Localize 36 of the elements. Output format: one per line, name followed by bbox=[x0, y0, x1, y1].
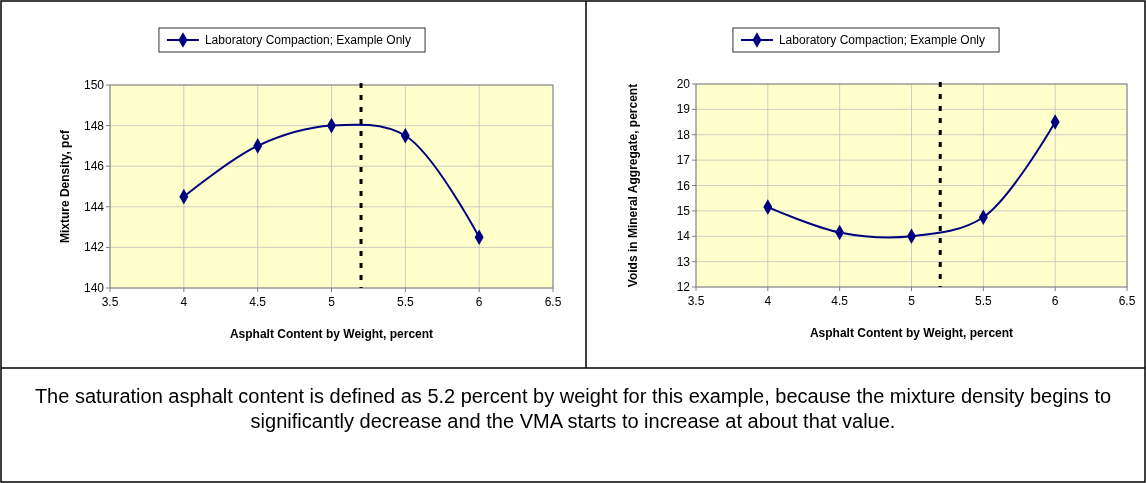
x-tick-label: 6 bbox=[475, 295, 483, 309]
y-axis-title: Mixture Density, pcf bbox=[58, 128, 72, 244]
x-tick-label: 6.5 bbox=[544, 295, 562, 309]
x-tick-label: 3.5 bbox=[687, 294, 705, 308]
y-tick-label: 13 bbox=[676, 254, 691, 269]
x-tick-label: 5 bbox=[328, 295, 336, 309]
legend-label: Laboratory Compaction; Example Only bbox=[204, 33, 412, 47]
y-tick-label: 20 bbox=[676, 77, 691, 91]
y-tick-label: 19 bbox=[676, 102, 691, 117]
text: The saturation asphalt content is defined as 5.2 percent by weight for this example, because the mixture density begins to significantly decrease and the VMA starts to increase at about that value. bbox=[34, 385, 1112, 432]
x-tick-label: 5.5 bbox=[974, 294, 992, 308]
y-tick-label: 14 bbox=[676, 229, 691, 244]
y-tick-label: 15 bbox=[676, 203, 691, 218]
legend-label: Laboratory Compaction; Example Only bbox=[778, 33, 986, 47]
x-tick-label: 6.5 bbox=[1118, 294, 1136, 308]
y-tick-label: 142 bbox=[83, 240, 105, 255]
y-tick-label: 12 bbox=[676, 280, 691, 294]
y-tick-label: 16 bbox=[676, 178, 691, 193]
x-tick-label: 4 bbox=[180, 295, 188, 309]
x-tick-label: 4.5 bbox=[249, 295, 267, 309]
x-tick-label: 6 bbox=[1051, 294, 1059, 308]
y-axis-title: Voids in Mineral Aggregate, percent bbox=[626, 83, 640, 288]
x-axis-title: Asphalt Content by Weight, percent bbox=[809, 326, 1014, 340]
y-tick-label: 140 bbox=[83, 281, 105, 295]
y-tick-label: 144 bbox=[83, 199, 105, 214]
y-tick-label: 146 bbox=[83, 159, 105, 174]
x-tick-label: 4 bbox=[764, 294, 772, 308]
x-tick-label: 5.5 bbox=[396, 295, 414, 309]
x-tick-label: 4.5 bbox=[831, 294, 849, 308]
x-axis-title: Asphalt Content by Weight, percent bbox=[229, 327, 434, 341]
x-tick-label: 3.5 bbox=[101, 295, 119, 309]
x-tick-label: 5 bbox=[908, 294, 916, 308]
y-tick-label: 150 bbox=[83, 78, 105, 92]
y-tick-label: 148 bbox=[83, 118, 105, 133]
y-tick-label: 17 bbox=[676, 153, 691, 168]
y-tick-label: 18 bbox=[676, 127, 691, 142]
